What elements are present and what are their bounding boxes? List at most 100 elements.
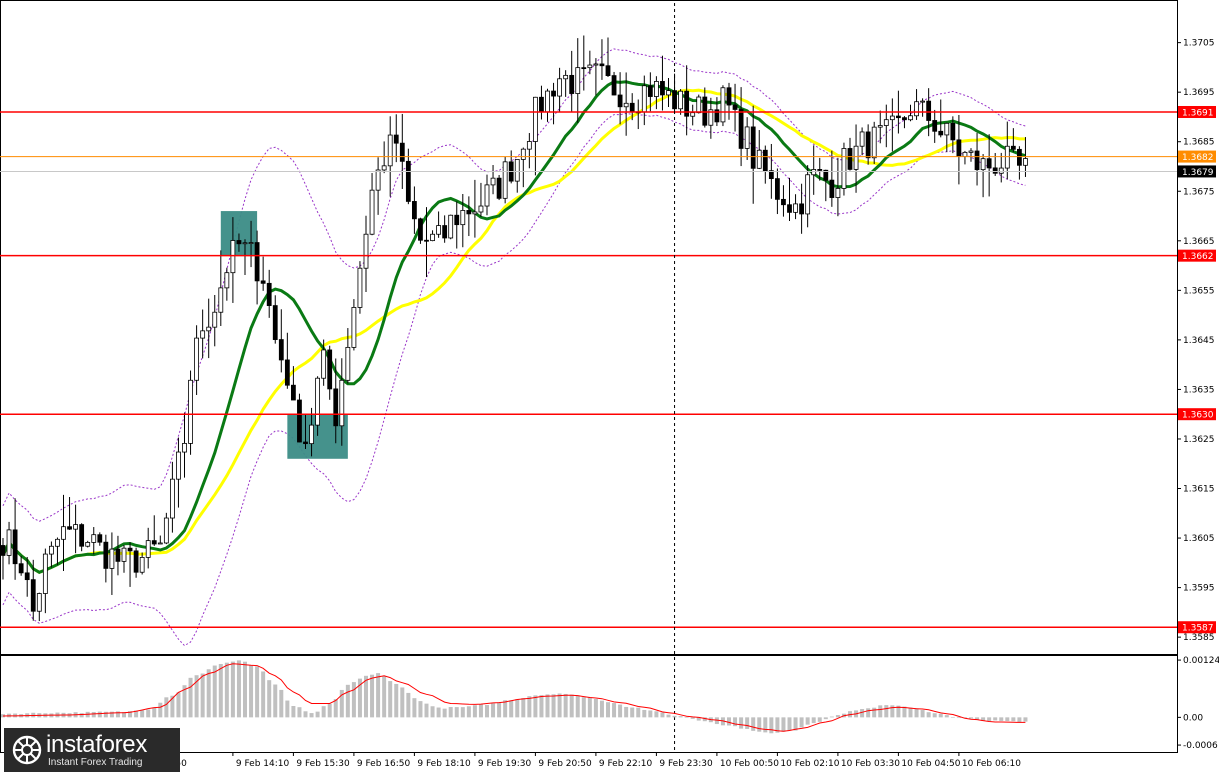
candle xyxy=(230,217,236,303)
candle-body xyxy=(714,109,720,123)
candle xyxy=(841,142,847,196)
candle-body xyxy=(430,233,435,242)
candle xyxy=(79,523,85,552)
candle-body xyxy=(944,122,950,136)
candle-body xyxy=(369,189,375,235)
histogram-bar xyxy=(727,717,731,726)
histogram-bar xyxy=(515,699,520,718)
candle xyxy=(526,133,532,169)
candle-body xyxy=(393,134,399,144)
level-price-tag-text: 1.3630 xyxy=(1182,411,1214,421)
time-axis: 50 9 Feb 14:10 9 Feb 15:30 9 Feb 16:50 9 Feb… xyxy=(171,752,1021,769)
candle xyxy=(502,156,508,204)
time-tick-label: 9 Feb 14:10 xyxy=(236,759,290,769)
histogram-bar xyxy=(188,677,193,718)
candle xyxy=(6,521,12,565)
histogram-bar xyxy=(466,706,471,718)
histogram-bar xyxy=(412,698,417,718)
histogram-bar xyxy=(557,693,562,718)
candle-body xyxy=(284,359,290,386)
time-tick-label: 9 Feb 18:10 xyxy=(417,759,471,769)
candle xyxy=(91,527,97,555)
histogram-bar xyxy=(442,708,447,718)
candle xyxy=(902,116,907,129)
candle xyxy=(357,261,363,314)
histogram-bar xyxy=(581,697,586,718)
histogram-bar xyxy=(593,699,598,718)
candle-body xyxy=(593,63,599,66)
histogram-bar xyxy=(896,705,901,718)
candle-body xyxy=(641,85,647,113)
candle-body xyxy=(36,593,42,612)
histogram-bar xyxy=(781,717,786,732)
current-price-tag-text: 1.3679 xyxy=(1182,168,1214,178)
candle-body xyxy=(750,126,756,169)
candle-body xyxy=(623,102,629,108)
time-tick-label: 9 Feb 22:10 xyxy=(599,759,653,769)
candle-body xyxy=(442,225,448,239)
candle-body xyxy=(575,67,581,94)
histogram-bar xyxy=(327,703,332,718)
histogram-bar xyxy=(769,717,774,734)
histogram-bar xyxy=(823,717,828,720)
histogram-bar xyxy=(103,711,108,718)
candle xyxy=(762,145,768,184)
candle-body xyxy=(315,377,321,426)
candle xyxy=(309,407,314,457)
candle xyxy=(750,105,756,204)
histogram-bar xyxy=(944,715,949,718)
histogram-bar xyxy=(97,711,102,718)
candle-body xyxy=(333,388,339,427)
candle xyxy=(835,157,841,217)
osc-tick-label: -0.0006 xyxy=(1183,741,1218,751)
candle-body xyxy=(67,526,72,530)
candle-body xyxy=(992,167,998,174)
candle-body xyxy=(817,169,823,171)
histogram-bar xyxy=(382,675,387,718)
candle-body xyxy=(605,65,611,76)
candle-body xyxy=(139,557,145,573)
histogram-bar xyxy=(448,707,453,718)
candle xyxy=(660,55,665,111)
histogram-bar xyxy=(285,700,290,718)
histogram-bar xyxy=(527,696,532,718)
histogram-bar xyxy=(503,700,508,718)
candle-body xyxy=(290,384,296,401)
candle xyxy=(823,169,829,202)
candle xyxy=(200,309,206,359)
candle-body xyxy=(18,563,24,574)
candle xyxy=(188,370,193,455)
candle-body xyxy=(387,134,393,167)
candle-body xyxy=(950,122,956,141)
candle-body xyxy=(399,142,405,162)
histogram-bar xyxy=(497,702,502,718)
histogram-bar xyxy=(303,711,308,718)
candle-body xyxy=(79,524,85,547)
candle xyxy=(466,196,472,237)
histogram-bar xyxy=(612,703,617,718)
histogram-bar xyxy=(902,706,907,718)
candle-body xyxy=(956,139,962,157)
price-tick-label: 1.3675 xyxy=(1183,187,1215,197)
candle xyxy=(908,104,913,122)
candle-body xyxy=(502,161,508,199)
candle xyxy=(539,85,544,120)
candle xyxy=(484,174,490,216)
highlight-zones xyxy=(220,211,348,459)
candle-body xyxy=(91,534,97,543)
histogram-bar xyxy=(321,706,326,718)
candle-body xyxy=(351,307,357,348)
candle xyxy=(436,211,442,238)
candle xyxy=(514,159,520,193)
time-tick-label: 10 Feb 00:50 xyxy=(720,759,779,769)
candle-body xyxy=(678,90,683,110)
candle xyxy=(393,114,399,163)
candle xyxy=(611,71,617,96)
candle-body xyxy=(581,67,587,70)
candle xyxy=(641,75,647,126)
candle-body xyxy=(702,96,708,126)
candle xyxy=(248,220,254,268)
candle-body xyxy=(61,526,66,540)
price-tick-label: 1.3615 xyxy=(1183,485,1215,495)
